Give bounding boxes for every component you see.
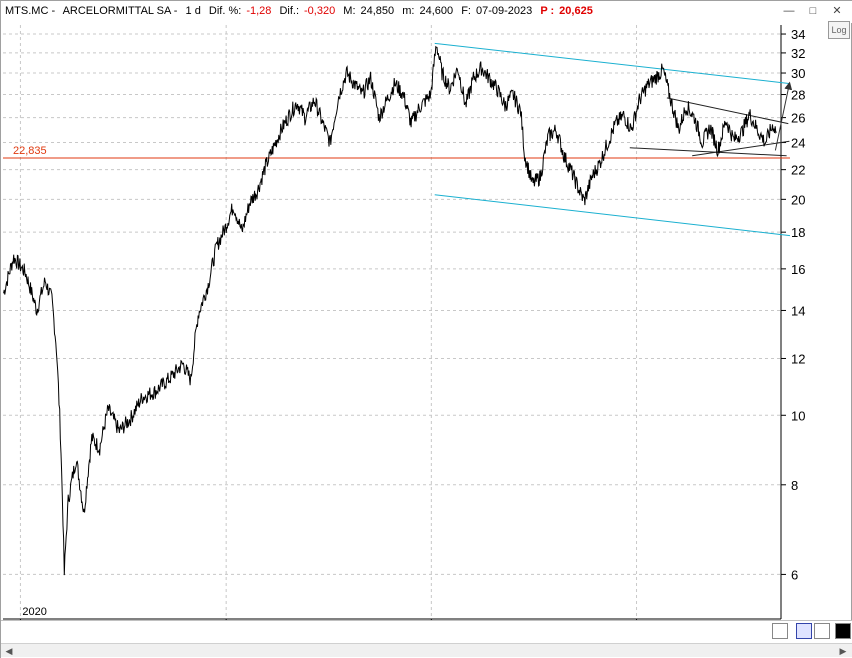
scroll-left-icon[interactable]: ◀ <box>5 646 13 656</box>
price-series-line <box>3 45 777 576</box>
dif-pct-label: Dif. %: <box>208 5 242 17</box>
trendline <box>629 147 787 157</box>
trendline <box>692 140 790 157</box>
p-value: 20,625 <box>559 5 593 17</box>
trendline <box>434 42 791 85</box>
y-tick-label: 8 <box>791 478 798 493</box>
scroll-right-icon[interactable]: ▶ <box>839 646 847 656</box>
y-tick-label: 6 <box>791 567 798 582</box>
symbol: MTS.MC - <box>5 5 56 17</box>
y-tick-label: 26 <box>791 111 805 126</box>
y-tick-label: 24 <box>791 136 805 151</box>
y-tick-label: 14 <box>791 303 805 318</box>
max-value: 24,850 <box>360 5 395 17</box>
minimize-icon[interactable]: — <box>783 5 795 17</box>
y-tick-label: 10 <box>791 408 805 423</box>
close-icon[interactable]: ✕ <box>832 5 842 17</box>
y-tick-label: 32 <box>791 46 805 61</box>
y-tick-label: 22 <box>791 163 805 178</box>
date-value: 07-09-2023 <box>475 5 533 17</box>
y-tick-label: 34 <box>791 27 805 42</box>
y-tick-label: 16 <box>791 262 805 277</box>
wave-icon[interactable] <box>772 623 788 639</box>
y-tick-label: 30 <box>791 66 805 81</box>
log-scale-button[interactable]: Log <box>828 21 850 39</box>
y-tick-label: 12 <box>791 351 805 366</box>
y-tick-label: 28 <box>791 88 805 103</box>
min-label: m: <box>402 5 415 17</box>
company-name: ARCELORMITTAL SA - <box>62 5 178 17</box>
title-bar: MTS.MC - ARCELORMITTAL SA - 1 d Dif. %: -… <box>1 1 852 23</box>
maximize-icon[interactable]: □ <box>809 5 817 17</box>
save-icon[interactable] <box>796 623 812 639</box>
dif-value: -0,320 <box>304 5 336 17</box>
interval: 1 d <box>185 5 201 17</box>
trendline <box>666 97 789 125</box>
y-tick-label: 18 <box>791 225 805 240</box>
trendline <box>434 194 791 237</box>
p-label: P : <box>540 5 555 17</box>
y-tick-label: 20 <box>791 192 805 207</box>
square-icon[interactable] <box>835 623 851 639</box>
pin-icon[interactable] <box>814 623 830 639</box>
chart-header: MTS.MC - ARCELORMITTAL SA - 1 d Dif. %: -… <box>5 5 598 17</box>
horizontal-scrollbar[interactable]: ◀ ▶ <box>1 643 852 657</box>
dif-pct-value: -1,28 <box>246 5 272 17</box>
dif-label: Dif.: <box>279 5 300 17</box>
support-line-label: 22,835 <box>13 145 47 157</box>
max-label: M: <box>343 5 356 17</box>
projection-arrow <box>774 81 793 151</box>
x-corner-label: 2020 <box>22 606 46 618</box>
date-label: F: <box>461 5 471 17</box>
min-value: 24,600 <box>419 5 454 17</box>
